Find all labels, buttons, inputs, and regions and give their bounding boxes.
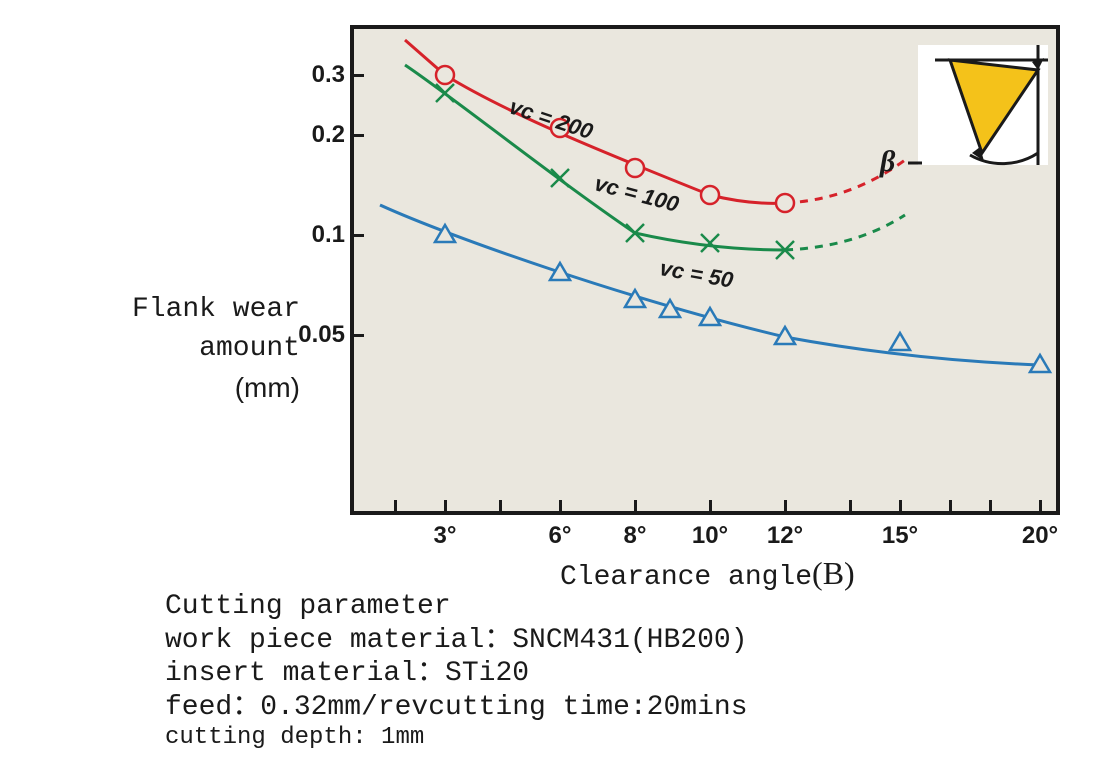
y-tick-label: 0.2 bbox=[312, 121, 345, 149]
marker-circle bbox=[776, 194, 794, 212]
y-tick-mark bbox=[350, 134, 364, 137]
x-tick-label: 3° bbox=[434, 522, 457, 550]
x-tick-minor bbox=[394, 500, 397, 514]
x-tick-mark bbox=[709, 500, 712, 514]
marker-circle bbox=[436, 66, 454, 84]
caption-last-line: cutting depth: 1mm bbox=[165, 724, 748, 753]
x-tick-label: 6° bbox=[549, 522, 572, 550]
x-tick-mark bbox=[1039, 500, 1042, 514]
x-tick-mark bbox=[559, 500, 562, 514]
x-tick-mark bbox=[634, 500, 637, 514]
x-ticks: 3° 6° 8° 10° 12° 15° 20° bbox=[350, 520, 1060, 560]
x-tick-minor bbox=[949, 500, 952, 514]
x-axis-label: Clearance angle(B) bbox=[560, 555, 855, 593]
marker-triangle bbox=[550, 263, 570, 280]
x-tick-minor bbox=[499, 500, 502, 514]
y-tick-label: 0.3 bbox=[312, 61, 345, 89]
x-tick-minor bbox=[989, 500, 992, 514]
y-tick-mark bbox=[350, 334, 364, 337]
caption-block: Cutting parameter work piece material：SN… bbox=[165, 590, 748, 753]
y-axis-label-line2: (mm) bbox=[30, 368, 300, 407]
y-tick-mark bbox=[350, 234, 364, 237]
marker-circle bbox=[626, 159, 644, 177]
y-tick-mark bbox=[350, 74, 364, 77]
y-tick-label: 0.1 bbox=[312, 221, 345, 249]
inset-diagram bbox=[908, 45, 1048, 165]
y-axis-label: Flank wear amount (mm) bbox=[30, 290, 300, 408]
chart-container: Flank wear amount (mm) 0.3 0.2 0.1 0.05 3° 6… bbox=[0, 0, 1107, 769]
x-axis-label-B: (B) bbox=[812, 555, 855, 591]
x-tick-minor bbox=[849, 500, 852, 514]
x-axis-label-text: Clearance angle bbox=[560, 562, 812, 593]
x-tick-label: 8° bbox=[624, 522, 647, 550]
x-tick-mark bbox=[899, 500, 902, 514]
x-tick-label: 12° bbox=[767, 522, 803, 550]
y-axis-label-line1: Flank wear amount bbox=[30, 290, 300, 368]
x-tick-label: 15° bbox=[882, 522, 918, 550]
x-tick-mark bbox=[444, 500, 447, 514]
marker-circle bbox=[701, 186, 719, 204]
y-tick-label: 0.05 bbox=[298, 321, 345, 349]
beta-label: β bbox=[880, 145, 895, 179]
marker-triangle bbox=[890, 333, 910, 350]
y-ticks: 0.30.20.10.05 bbox=[305, 25, 345, 515]
x-tick-mark bbox=[784, 500, 787, 514]
x-tick-label: 10° bbox=[692, 522, 728, 550]
x-tick-label: 20° bbox=[1022, 522, 1058, 550]
